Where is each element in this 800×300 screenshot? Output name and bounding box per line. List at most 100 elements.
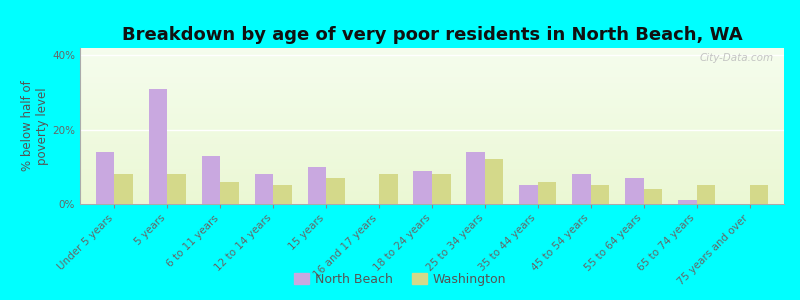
- Bar: [414, 171, 432, 204]
- Bar: [80, 198, 784, 199]
- Bar: [80, 159, 784, 160]
- Bar: [80, 167, 784, 168]
- Bar: [80, 185, 784, 187]
- Bar: [80, 201, 784, 202]
- Bar: [80, 149, 784, 151]
- Bar: [80, 68, 784, 70]
- Bar: [80, 165, 784, 166]
- Bar: [80, 156, 784, 157]
- Bar: [80, 93, 784, 95]
- Bar: [80, 54, 784, 56]
- Bar: [80, 193, 784, 195]
- Bar: [80, 173, 784, 174]
- Title: Breakdown by age of very poor residents in North Beach, WA: Breakdown by age of very poor residents …: [122, 26, 742, 44]
- Bar: [80, 82, 784, 84]
- Bar: [80, 87, 784, 88]
- Bar: [80, 110, 784, 112]
- Bar: [466, 152, 485, 204]
- Bar: [485, 159, 503, 204]
- Bar: [80, 48, 784, 50]
- Y-axis label: % below half of
poverty level: % below half of poverty level: [22, 81, 50, 171]
- Bar: [80, 73, 784, 74]
- Bar: [80, 196, 784, 198]
- Bar: [80, 187, 784, 188]
- Bar: [80, 71, 784, 73]
- Bar: [326, 178, 345, 204]
- Bar: [80, 56, 784, 57]
- Bar: [80, 129, 784, 131]
- Bar: [80, 164, 784, 165]
- Bar: [80, 104, 784, 106]
- Bar: [80, 95, 784, 96]
- Bar: [80, 162, 784, 164]
- Bar: [80, 188, 784, 190]
- Bar: [80, 137, 784, 139]
- Bar: [697, 185, 715, 204]
- Bar: [80, 120, 784, 121]
- Bar: [80, 50, 784, 51]
- Bar: [626, 178, 644, 204]
- Bar: [80, 62, 784, 64]
- Bar: [80, 113, 784, 115]
- Bar: [80, 121, 784, 123]
- Bar: [80, 70, 784, 71]
- Bar: [519, 185, 538, 204]
- Bar: [80, 61, 784, 62]
- Bar: [80, 140, 784, 142]
- Bar: [80, 88, 784, 90]
- Bar: [379, 174, 398, 204]
- Bar: [80, 79, 784, 81]
- Bar: [80, 195, 784, 196]
- Bar: [80, 134, 784, 135]
- Bar: [80, 170, 784, 171]
- Bar: [80, 181, 784, 182]
- Bar: [80, 67, 784, 68]
- Bar: [80, 81, 784, 82]
- Bar: [274, 185, 292, 204]
- Bar: [80, 174, 784, 176]
- Bar: [80, 84, 784, 86]
- Bar: [80, 202, 784, 204]
- Bar: [80, 151, 784, 152]
- Bar: [80, 103, 784, 104]
- Bar: [80, 112, 784, 113]
- Bar: [202, 156, 220, 204]
- Bar: [80, 126, 784, 128]
- Bar: [80, 132, 784, 134]
- Bar: [254, 174, 274, 204]
- Bar: [80, 107, 784, 109]
- Bar: [80, 92, 784, 93]
- Bar: [96, 152, 114, 204]
- Bar: [80, 182, 784, 184]
- Bar: [80, 98, 784, 100]
- Bar: [80, 199, 784, 201]
- Bar: [80, 148, 784, 149]
- Bar: [80, 168, 784, 170]
- Bar: [80, 179, 784, 181]
- Bar: [80, 106, 784, 107]
- Bar: [80, 160, 784, 162]
- Bar: [80, 146, 784, 148]
- Bar: [80, 191, 784, 193]
- Bar: [80, 128, 784, 129]
- Bar: [678, 200, 697, 204]
- Bar: [80, 64, 784, 65]
- Bar: [80, 157, 784, 159]
- Bar: [80, 145, 784, 146]
- Bar: [80, 117, 784, 118]
- Bar: [167, 174, 186, 204]
- Bar: [750, 185, 768, 204]
- Bar: [538, 182, 556, 204]
- Bar: [80, 101, 784, 103]
- Bar: [80, 184, 784, 185]
- Bar: [80, 100, 784, 101]
- Bar: [80, 96, 784, 98]
- Bar: [149, 89, 167, 204]
- Legend: North Beach, Washington: North Beach, Washington: [289, 268, 511, 291]
- Bar: [80, 143, 784, 145]
- Bar: [80, 90, 784, 92]
- Bar: [80, 142, 784, 143]
- Bar: [572, 174, 590, 204]
- Bar: [80, 135, 784, 137]
- Bar: [80, 118, 784, 120]
